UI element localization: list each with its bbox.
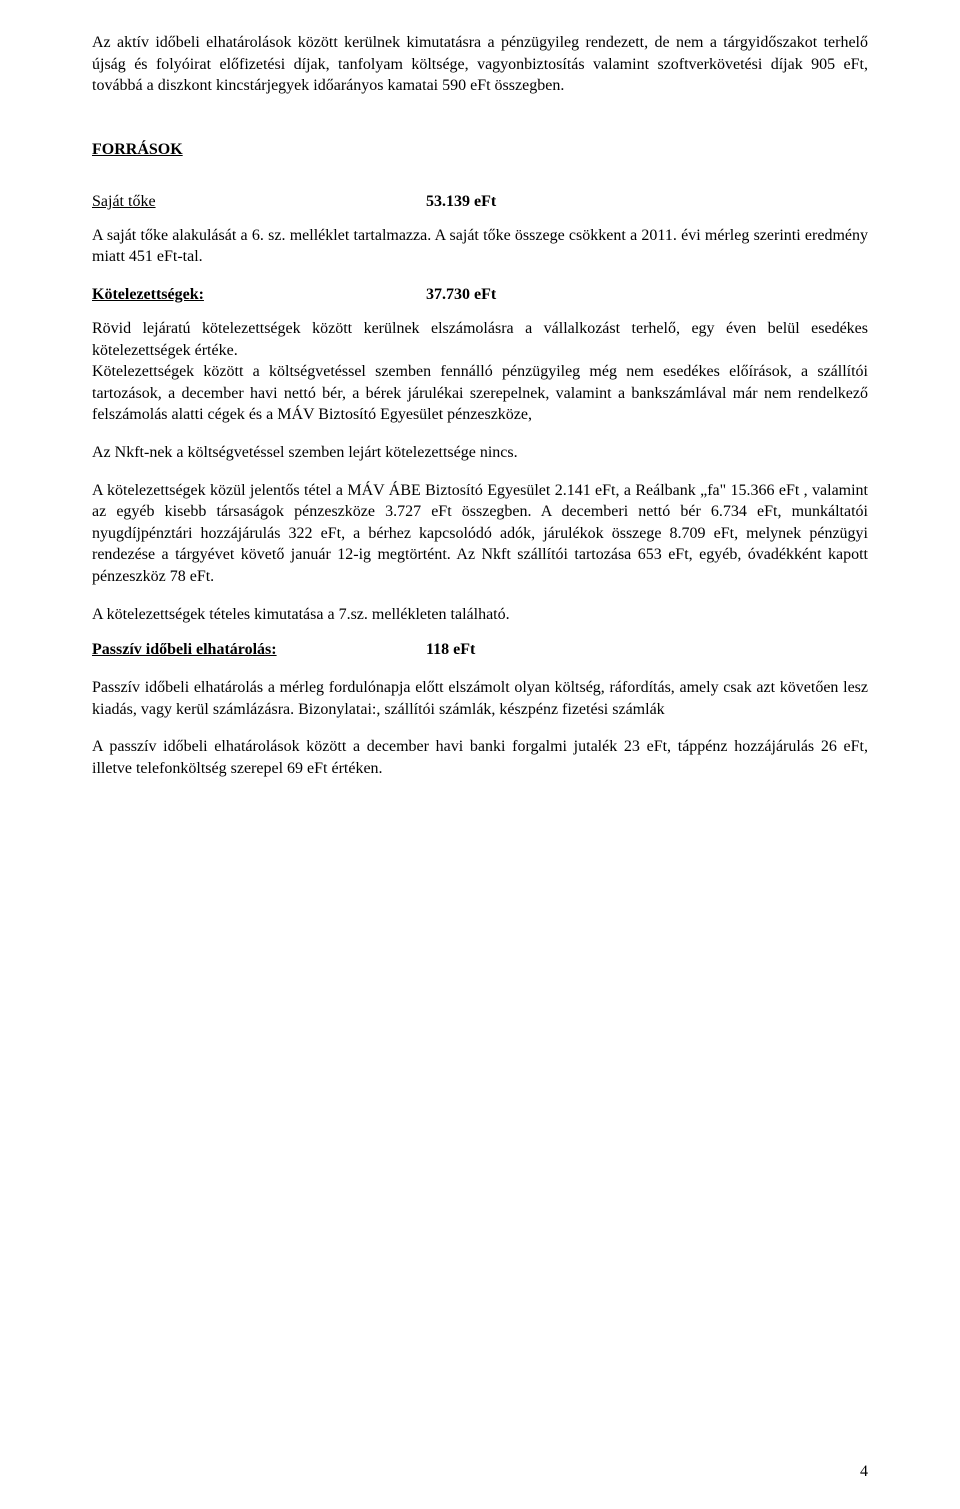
line-sajat-toke: Saját tőke 53.139 eFt xyxy=(92,193,868,211)
paragraph-tetelek: A kötelezettségek közül jelentős tétel a… xyxy=(92,480,868,588)
paragraph-intro: Az aktív időbeli elhatárolások között ke… xyxy=(92,32,868,97)
paragraph-teteles-kimutatas: A kötelezettségek tételes kimutatása a 7… xyxy=(92,604,868,626)
paragraph-kotelezettsegek-reszlet: Kötelezettségek között a költségvetéssel… xyxy=(92,361,868,426)
label-sajat-toke: Saját tőke xyxy=(92,193,426,211)
label-passziv: Passzív időbeli elhatárolás: xyxy=(92,641,426,659)
value-kotelezettsegek: 37.730 eFt xyxy=(426,286,496,304)
paragraph-sajat-toke: A saját tőke alakulását a 6. sz. mellékl… xyxy=(92,225,868,268)
value-sajat-toke: 53.139 eFt xyxy=(426,193,496,211)
heading-forrasok: FORRÁSOK xyxy=(92,141,868,159)
value-passziv: 118 eFt xyxy=(426,641,475,659)
paragraph-rovid-lejaratu: Rövid lejáratú kötelezettségek között ke… xyxy=(92,318,868,361)
paragraph-passziv-reszlet: A passzív időbeli elhatárolások között a… xyxy=(92,736,868,779)
line-passziv: Passzív időbeli elhatárolás: 118 eFt xyxy=(92,641,868,659)
paragraph-passziv-def: Passzív időbeli elhatárolás a mérleg for… xyxy=(92,677,868,720)
line-kotelezettsegek: Kötelezettségek: 37.730 eFt xyxy=(92,286,868,304)
paragraph-nkft: Az Nkft-nek a költségvetéssel szemben le… xyxy=(92,442,868,464)
label-kotelezettsegek: Kötelezettségek: xyxy=(92,286,426,304)
document-page: Az aktív időbeli elhatárolások között ke… xyxy=(0,0,960,1509)
page-number: 4 xyxy=(860,1463,868,1481)
